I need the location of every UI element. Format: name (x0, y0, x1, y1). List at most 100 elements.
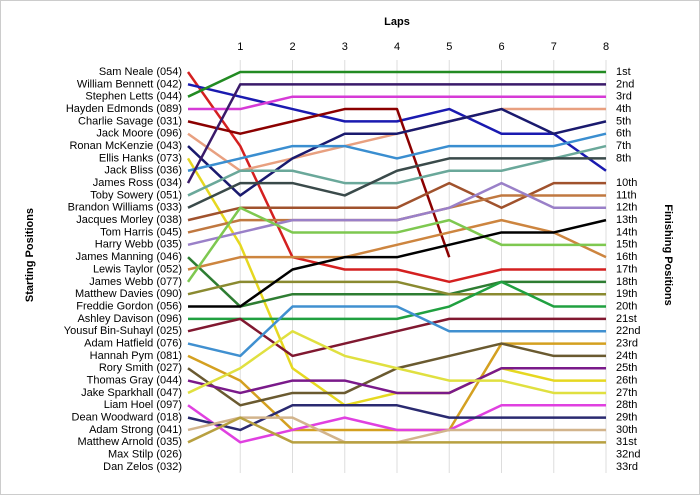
driver-name: James Webb (077) (89, 276, 182, 288)
driver-line (187, 181, 606, 247)
finish-label: 23rd (616, 337, 638, 349)
driver-name: Dean Woodward (018) (72, 412, 182, 424)
driver-line (187, 157, 606, 209)
driver-name: Charlie Savage (031) (78, 115, 182, 127)
y2-axis-label: Finishing Positions (662, 204, 674, 305)
finish-label: 1st (616, 66, 631, 78)
driver-name: Max Stilp (026) (108, 449, 182, 461)
driver-name: Matthew Davies (090) (75, 288, 182, 300)
x-tick-label: 7 (551, 41, 557, 53)
driver-name: Ellis Hanks (073) (99, 152, 182, 164)
driver-name: Lewis Taylor (052) (93, 263, 182, 275)
driver-name: James Manning (046) (76, 251, 182, 263)
driver-line (187, 416, 606, 444)
finish-label: 17th (616, 263, 637, 275)
finish-label: 25th (616, 362, 637, 374)
chart-title: Laps (384, 16, 410, 28)
driver-name: Adam Strong (041) (89, 424, 182, 436)
finish-label: 13th (616, 214, 637, 226)
finish-label: 15th (616, 239, 637, 251)
driver-name: Stephen Letts (044) (85, 91, 182, 103)
driver-line (186, 83, 606, 184)
driver-name: Sam Neale (054) (99, 66, 182, 78)
driver-line (187, 144, 607, 197)
driver-line (187, 367, 606, 395)
driver-line (188, 280, 606, 321)
x-tick-label: 8 (603, 41, 609, 53)
driver-name: Hayden Edmonds (089) (66, 103, 182, 115)
driver-name: Thomas Gray (044) (87, 375, 182, 387)
driver-line (186, 206, 606, 283)
driver-name: Dan Zelos (032) (103, 461, 182, 473)
finish-label: 4th (616, 103, 631, 115)
finish-label: 18th (616, 276, 637, 288)
finish-label: 7th (616, 140, 631, 152)
finish-label: 31st (616, 436, 637, 448)
x-tick-label: 6 (498, 41, 504, 53)
driver-name: Ronan McKenzie (043) (69, 140, 182, 152)
driver-line (187, 305, 606, 358)
finish-label: 32nd (616, 449, 640, 461)
x-tick-label: 5 (446, 41, 452, 53)
x-tick-label: 2 (289, 41, 295, 53)
driver-line (187, 132, 607, 172)
driver-name: Yousuf Bin-Suhayl (025) (64, 325, 182, 337)
driver-name: Jake Sparkhall (047) (81, 387, 182, 399)
finish-label: 19th (616, 288, 637, 300)
finish-label: 12th (616, 202, 637, 214)
finish-label: 2nd (616, 78, 634, 90)
finish-label: 28th (616, 399, 637, 411)
finish-label: 10th (616, 177, 637, 189)
driver-line (187, 107, 451, 258)
y-axis-label: Starting Positions (24, 208, 36, 302)
driver-name: Freddie Gordon (056) (76, 300, 182, 312)
driver-line (188, 218, 607, 308)
driver-line (188, 95, 606, 111)
driver-name: Tom Harris (045) (100, 226, 182, 238)
driver-line (187, 70, 606, 98)
finish-label: 8th (616, 152, 631, 164)
finish-label: 3rd (616, 91, 632, 103)
driver-name: Ashley Davison (096) (77, 313, 182, 325)
driver-name: William Bennett (042) (77, 78, 182, 90)
finish-label: 11th (616, 189, 637, 201)
finish-label: 20th (616, 300, 637, 312)
driver-name: Hannah Pym (081) (90, 350, 182, 362)
driver-line (187, 317, 606, 358)
driver-name: Harry Webb (035) (95, 239, 182, 251)
driver-name: Matthew Arnold (035) (77, 436, 182, 448)
driver-name: Jacques Morley (038) (76, 214, 182, 226)
driver-name: Liam Hoel (097) (104, 399, 182, 411)
x-tick-label: 4 (394, 41, 400, 53)
finish-label: 33rd (616, 461, 638, 473)
driver-name: Rory Smith (027) (99, 362, 182, 374)
driver-line (187, 404, 606, 444)
driver-line (187, 218, 607, 271)
driver-name: Adam Hatfield (076) (84, 337, 182, 349)
finish-label: 26th (616, 375, 637, 387)
finish-label: 6th (616, 128, 631, 140)
x-tick-label: 3 (342, 41, 348, 53)
driver-line (187, 280, 606, 296)
driver-name: Brandon Williams (033) (68, 202, 182, 214)
finish-label: 29th (616, 412, 637, 424)
finish-label: 24th (616, 350, 637, 362)
finish-label: 16th (616, 251, 637, 263)
driver-name: James Ross (034) (93, 177, 182, 189)
driver-name: Jack Bliss (036) (104, 165, 182, 177)
finish-label: 5th (616, 115, 631, 127)
finish-label: 21st (616, 313, 637, 325)
driver-line (187, 181, 606, 222)
driver-line (187, 83, 607, 172)
driver-name: Toby Sowery (051) (90, 189, 182, 201)
finish-label: 22nd (616, 325, 640, 337)
driver-line (187, 404, 606, 432)
finish-label: 27th (616, 387, 637, 399)
driver-line (187, 329, 606, 395)
driver-line (187, 256, 606, 308)
finish-label: 30th (616, 424, 637, 436)
finish-label: 14th (616, 226, 637, 238)
x-tick-label: 1 (237, 41, 243, 53)
driver-name: Jack Moore (096) (96, 128, 182, 140)
